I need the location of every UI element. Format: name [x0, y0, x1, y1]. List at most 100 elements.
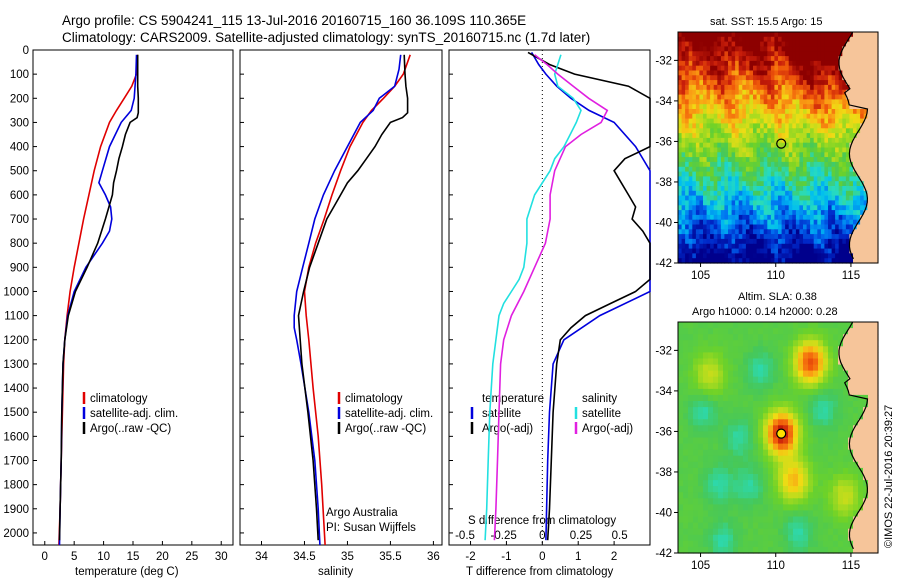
map-cell [781, 41, 786, 47]
map-cell [703, 195, 708, 201]
map-cell [792, 99, 797, 105]
map-cell [718, 346, 724, 353]
map-cell [799, 238, 804, 245]
map-cell [785, 128, 790, 134]
map-cell [731, 152, 736, 158]
map-cell [749, 210, 754, 216]
map-cell [848, 534, 854, 542]
map-cell [856, 142, 861, 149]
map-cell [845, 186, 851, 192]
map-cell [828, 152, 833, 158]
map-cell [793, 419, 799, 426]
map-cell [724, 253, 729, 259]
map-cell [781, 142, 786, 149]
map-cell [753, 358, 759, 366]
map-cell [783, 382, 789, 390]
map-cell [728, 214, 733, 221]
map-cell [723, 534, 729, 542]
map-cell [698, 352, 704, 360]
map-cell [760, 214, 765, 221]
map-cell [773, 510, 779, 518]
map-cell [735, 104, 740, 110]
map-cell [693, 425, 699, 432]
map-cell [856, 186, 861, 192]
map-cell [778, 123, 783, 129]
map-cell [853, 41, 858, 47]
map-cell [867, 181, 872, 187]
map-cell [842, 166, 847, 173]
map-cell [843, 352, 849, 360]
map-cell [788, 394, 794, 402]
map-cell [870, 46, 876, 52]
map-cell [795, 152, 801, 158]
map-cell [758, 546, 764, 554]
map-cell [768, 516, 774, 524]
map-cell [835, 133, 840, 139]
map-cell [792, 147, 797, 153]
map-cell [770, 234, 776, 240]
map-cell [778, 147, 783, 153]
series-line-salinity-argo-adj- [493, 54, 609, 541]
map-cell [683, 449, 689, 457]
map-cell [748, 340, 754, 347]
legend-label-climatology: climatology [345, 393, 403, 405]
map-cell [748, 419, 754, 426]
map-cell [867, 109, 872, 115]
map-cell [817, 214, 822, 221]
map-cell [767, 243, 772, 250]
map-cell [745, 80, 751, 86]
map-cell [767, 181, 772, 187]
map-cell [838, 534, 844, 542]
map-cell [753, 229, 758, 235]
map-cell [870, 118, 876, 124]
map-cell [823, 401, 829, 408]
map-cell [758, 425, 764, 432]
map-cell [867, 152, 872, 158]
map-cell [842, 186, 847, 192]
map-cell [770, 214, 776, 221]
map-cell [845, 123, 851, 129]
map-cell [828, 407, 834, 414]
map-cell [810, 152, 815, 158]
map-cell [778, 522, 784, 530]
map-cell [718, 516, 724, 524]
map-cell [723, 358, 729, 366]
map-cell [728, 123, 733, 129]
map-cell [678, 376, 684, 384]
depth-tick-label: 400 [10, 142, 29, 154]
map-cell [788, 65, 793, 72]
map-cell [692, 181, 697, 187]
map-cell [688, 388, 694, 396]
map-cell [713, 32, 718, 38]
map-cell [831, 80, 836, 86]
map-cell [860, 51, 865, 57]
map-cell [778, 401, 784, 408]
map-cell [717, 133, 722, 139]
map-cell [724, 70, 729, 76]
map-cell [699, 224, 704, 230]
map-cell [760, 171, 765, 177]
map-cell [728, 248, 733, 254]
map-cell [828, 516, 834, 524]
map-cell [863, 104, 868, 110]
map-cell [778, 41, 783, 47]
map-cell [792, 214, 797, 221]
map-cell [748, 401, 754, 408]
map-cell [748, 431, 754, 439]
map-cell [849, 46, 854, 52]
map-cell [767, 238, 772, 245]
map-cell [678, 461, 684, 469]
map-cell [795, 109, 801, 115]
x-tick-label: 20 [156, 551, 169, 563]
map-cell [753, 461, 759, 469]
map-cell [853, 340, 859, 347]
map-cell [853, 358, 859, 366]
map-cell [693, 358, 699, 366]
s-difference-axis-label: S difference from climatology [468, 515, 616, 527]
map-cell [768, 455, 774, 463]
map-cell [808, 346, 814, 353]
map-cell [767, 36, 772, 43]
map-cell [774, 109, 779, 115]
map-cell [724, 118, 729, 124]
map-cell [848, 364, 854, 372]
